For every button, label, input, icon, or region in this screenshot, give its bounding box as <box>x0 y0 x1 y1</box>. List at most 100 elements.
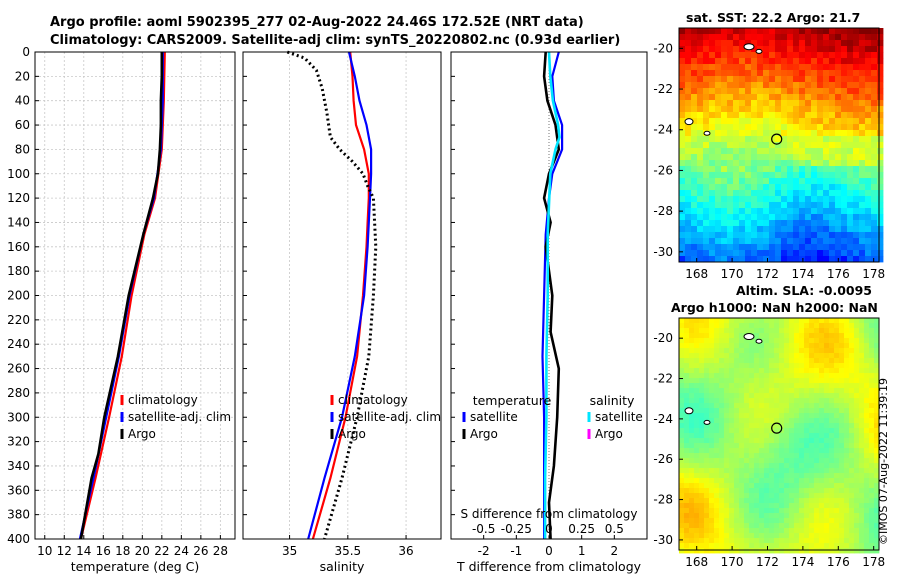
temp-xtick-label: 26 <box>193 544 208 558</box>
sst-map-cell <box>739 178 746 185</box>
sla-map-cell <box>739 533 745 539</box>
sst-map-cell <box>847 28 854 35</box>
sst-map-cell <box>829 208 836 215</box>
sla-map-cell <box>854 493 860 499</box>
sla-map-cell <box>804 358 810 364</box>
sla-map-cell <box>759 358 765 364</box>
sla-map-cell <box>719 438 725 444</box>
sst-map-cell <box>811 214 818 221</box>
sla-map-cell <box>764 483 770 489</box>
sla-map-cell <box>764 408 770 414</box>
sla-map-cell <box>789 363 795 369</box>
sst-map-cell <box>715 178 722 185</box>
sla-map-cell <box>684 433 690 439</box>
sla-map-cell <box>694 393 700 399</box>
sla-map-cell <box>869 503 875 509</box>
sla-map-cell <box>724 498 730 504</box>
sst-map-cell <box>751 148 758 155</box>
sla-map-cell <box>834 518 840 524</box>
sla-map-cell <box>874 403 880 409</box>
sst-map-cell <box>763 142 770 149</box>
sla-map-cell <box>794 373 800 379</box>
sla-map-cell <box>679 483 685 489</box>
sst-map-cell <box>823 124 830 131</box>
sst-map-cell <box>841 220 848 227</box>
sla-map-cell <box>794 543 800 549</box>
sst-map-cell <box>733 100 740 107</box>
sla-map-cell <box>679 398 685 404</box>
sla-map-cell <box>804 348 810 354</box>
sla-map-cell <box>799 473 805 479</box>
sla-map-cell <box>859 333 865 339</box>
sla-map-cell <box>869 528 875 534</box>
sla-map-cell <box>744 348 750 354</box>
sla-map-cell <box>764 543 770 549</box>
sla-map-cell <box>709 513 715 519</box>
sla-map-cell <box>734 333 740 339</box>
sst-map-cell <box>787 112 794 119</box>
sla-map-cell <box>759 383 765 389</box>
sla-map-cell <box>704 383 710 389</box>
sst-map-cell <box>787 130 794 137</box>
temp-ytick-label: 100 <box>7 167 30 181</box>
sst-map-cell <box>703 250 710 257</box>
sst-map-cell <box>715 34 722 41</box>
diff-xtick-label: -1 <box>510 544 522 558</box>
sst-map-cell <box>877 226 884 233</box>
sla-map-cell <box>819 528 825 534</box>
sla-map-cell <box>729 438 735 444</box>
sla-map-cell <box>724 368 730 374</box>
sst-map-cell <box>853 220 860 227</box>
sla-map-cell <box>684 358 690 364</box>
sla-map-cell <box>744 403 750 409</box>
sla-map-cell <box>709 488 715 494</box>
sla-map-cell <box>769 353 775 359</box>
sst-map-cell <box>727 130 734 137</box>
sla-map-cell <box>749 403 755 409</box>
sst-map-cell <box>805 118 812 125</box>
sla-map-cell <box>714 503 720 509</box>
sst-map-cell <box>817 142 824 149</box>
sst-map-cell <box>739 46 746 53</box>
sst-map-cell <box>859 52 866 59</box>
sla-map-cell <box>769 463 775 469</box>
sla-map-cell <box>689 468 695 474</box>
sla-map-cell <box>699 358 705 364</box>
sla-map-cell <box>794 478 800 484</box>
sst-map-cell <box>811 64 818 71</box>
sla-map-cell <box>749 523 755 529</box>
sla-map-cell <box>834 343 840 349</box>
sst-map-cell <box>811 118 818 125</box>
sla-map-cell <box>774 403 780 409</box>
sst-map-cell <box>769 214 776 221</box>
sla-map-cell <box>874 388 880 394</box>
sla-map-cell <box>794 448 800 454</box>
sla-map-cell <box>844 413 850 419</box>
sst-map-cell <box>805 130 812 137</box>
sla-map-cell <box>744 413 750 419</box>
sla-map-cell <box>774 413 780 419</box>
sla-map-cell <box>689 393 695 399</box>
sla-map-cell <box>729 333 735 339</box>
sla-map-cell <box>824 343 830 349</box>
sla-map-cell <box>754 373 760 379</box>
sla-map-cell <box>839 448 845 454</box>
sla-map-cell <box>744 438 750 444</box>
sla-map-cell <box>779 393 785 399</box>
sla-map-cell <box>799 413 805 419</box>
sst-map-cell <box>781 256 788 263</box>
sst-map-cell <box>823 184 830 191</box>
sst-map-cell <box>691 118 698 125</box>
sla-map-cell <box>864 338 870 344</box>
sla-map-cell <box>809 393 815 399</box>
sst-map-island <box>684 118 694 126</box>
sla-map-cell <box>804 323 810 329</box>
sst-map-cell <box>841 208 848 215</box>
sla-map-cell <box>824 543 830 549</box>
sla-map-cell <box>809 438 815 444</box>
sst-map-cell <box>769 58 776 65</box>
sla-map-cell <box>719 383 725 389</box>
sla-map-cell <box>779 433 785 439</box>
sla-map-cell <box>784 478 790 484</box>
sst-map-cell <box>811 184 818 191</box>
